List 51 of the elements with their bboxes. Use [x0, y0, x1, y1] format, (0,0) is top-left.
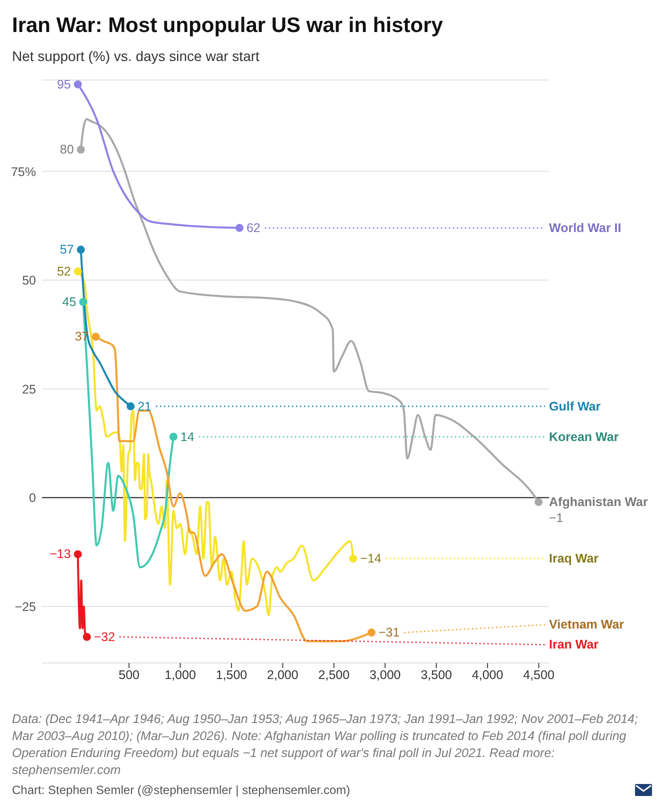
- x-tick-label: 4,000: [472, 668, 504, 682]
- point: [534, 498, 543, 506]
- text: Korean War: [549, 430, 619, 444]
- data-label: 57: [60, 242, 74, 257]
- y-tick-label: 0: [29, 491, 36, 506]
- point: [76, 246, 85, 254]
- point: [82, 632, 91, 641]
- x-tick-label: 2,000: [267, 668, 298, 682]
- chart-title: Iran War: Most unpopular US war in history: [11, 13, 444, 39]
- point: [169, 432, 178, 441]
- y-tick-label: −25: [14, 600, 36, 614]
- chart-subtitle: Net support (%) vs. days since war start: [11, 47, 260, 66]
- point: [126, 402, 135, 410]
- data-label: −1: [549, 511, 564, 526]
- y-tick-label: 50: [22, 274, 36, 288]
- text: Iraq War: [549, 552, 599, 566]
- x-tick-label: 1,500: [216, 668, 248, 682]
- point: [74, 80, 82, 88]
- data-label: −13: [50, 547, 71, 562]
- y-tick-label: 75%: [10, 164, 36, 179]
- data-label: −31: [378, 626, 400, 640]
- y-tick-label: 25: [22, 382, 36, 396]
- x-tick-label: 1,000: [164, 668, 196, 682]
- x-tick-label: 3,500: [420, 668, 452, 682]
- point: [92, 332, 100, 341]
- text: Gulf War: [549, 399, 601, 414]
- point: [349, 554, 358, 563]
- point: [74, 267, 82, 276]
- data-label: −32: [94, 630, 116, 644]
- x-tick-label: 500: [118, 668, 140, 682]
- data-label: 95: [56, 77, 71, 92]
- data-label: 45: [62, 294, 76, 309]
- text: Vietnam War: [549, 618, 624, 632]
- x-tick-label: 3,000: [369, 668, 401, 682]
- point: [368, 628, 376, 637]
- text: Data: (Dec 1941–Apr 1946; Aug 1950–Jan 1953; Aug 1965–Jan 1973; Jan 1991–Jan 1992; Nov 2001–Feb 2014; Mar 2003–Aug 2010); (Mar–Jun 2026). Note: Afghanistan War polling is truncated to Feb 2014 (final poll during Operation Enduring Freedom) but equals −1 net support of war's final poll in Jul 2021. Read more: stephensemler.com: [12, 711, 639, 779]
- data-label: 14: [180, 430, 194, 444]
- data-label: 62: [246, 220, 260, 235]
- text: World War II: [549, 220, 622, 235]
- point: [74, 550, 82, 558]
- text: Iran War: [549, 638, 599, 652]
- data-label: 52: [56, 264, 71, 278]
- x-tick-label: 2,500: [318, 668, 350, 682]
- data-label: −14: [360, 552, 382, 566]
- point: [76, 146, 85, 154]
- point: [79, 298, 88, 306]
- text: Chart: Stephen Semler (@stephensemler | stephensemler.com): [12, 782, 350, 798]
- data-label: 80: [60, 142, 74, 157]
- x-tick-label: 4,500: [523, 668, 554, 682]
- point: [235, 224, 244, 232]
- series-label: Afghanistan War: [549, 495, 648, 510]
